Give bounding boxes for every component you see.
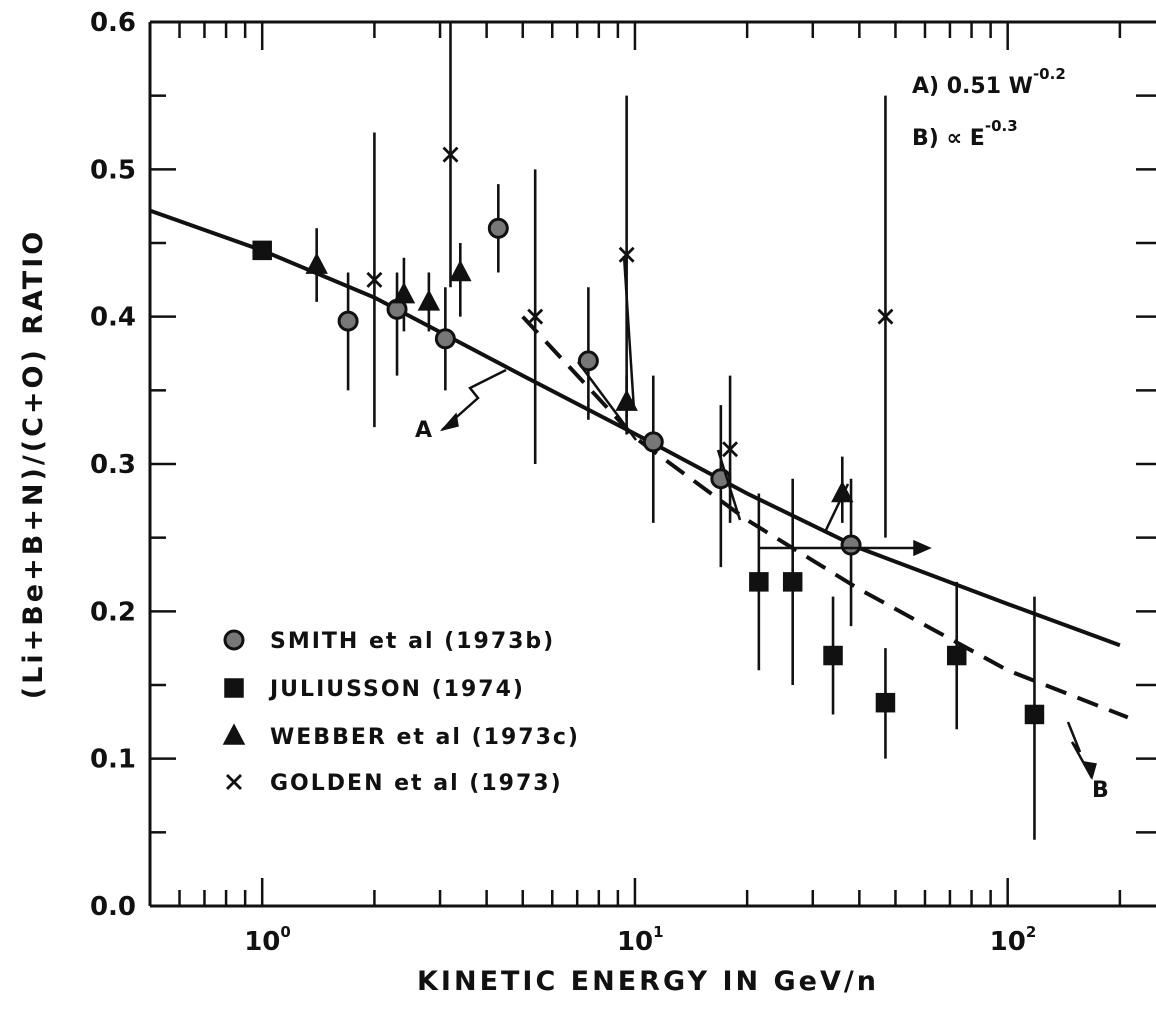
fit-a-exponent: -0.2 [1033,65,1066,83]
point-x [618,246,635,263]
y-tick-label: 0.4 [90,303,136,333]
legend: SMITH et al (1973b) JULIUSSON (1974) WEBBE… [222,629,580,796]
fit-a-curve-label: A [415,418,432,443]
y-tick-label: 0.3 [90,450,136,480]
y-axis-title: (Li+Be+B+N)/(C+O) RATIO [18,229,49,699]
point-square [252,240,272,261]
x-tick-label-base: 10 [617,927,653,957]
smith-extension-arrowhead [913,539,932,557]
smith-connector [576,361,638,441]
legend-symbol-circle [223,629,245,651]
y-tick-label: 0.1 [90,745,136,775]
point-square [1024,704,1045,725]
point-circle [577,350,599,372]
x-tick-label-base: 10 [990,927,1026,957]
point-x-stroke [442,146,459,163]
x-tick-labels: 100 101 102 [244,923,1036,957]
point-circle [434,328,456,350]
x-axis-title: KINETIC ENERGY IN GeV/n [417,966,879,997]
x-tick-label-exponent: 1 [653,923,663,941]
legend-symbol-x-stroke [226,774,242,790]
y-tick-label: 0.6 [90,8,136,38]
point-triangle [615,389,638,411]
point-x [722,441,739,458]
golden-connector-1 [622,255,636,411]
point-circle [337,310,359,332]
point-x-stroke [877,308,894,325]
point-triangle [417,289,441,311]
x-tick-label: 100 [244,923,291,957]
legend-label: JULIUSSON (1974) [268,677,525,702]
point-x-stroke [527,308,544,325]
fit-b-formula: B) ∝ E-0.3 [912,117,1018,151]
fit-b-formula-base: B) ∝ E [912,126,985,151]
x-tick-label-exponent: 2 [1026,923,1036,941]
fit-a-pointer-head [439,412,459,432]
axis-ticks [148,20,1156,908]
fit-curve-b [521,315,1129,720]
point-circle [487,217,509,239]
point-square [749,572,769,592]
fit-b-pointer-head [1082,761,1097,781]
y-tick-label: 0.2 [90,597,136,627]
fit-b-exponent: -0.3 [985,117,1018,135]
point-x [527,308,544,325]
y-tick-label: 0.0 [90,892,136,922]
point-x-stroke [366,271,383,288]
data-markers [252,146,1045,725]
point-triangle [392,281,416,304]
x-tick-label: 102 [990,923,1037,957]
y-tick-label: 0.5 [90,155,136,185]
webber-connector [824,483,850,531]
fit-curve-a [149,208,1121,648]
x-tick-label: 101 [617,923,664,957]
legend-symbol-x [226,774,242,790]
point-triangle [831,480,854,503]
fit-a-formula-base: A) 0.51 W [912,74,1033,99]
point-x [366,271,383,288]
legend-symbol-square [224,678,244,698]
point-x [877,308,894,325]
point-square [875,692,896,713]
point-x-stroke [722,441,739,458]
point-square [823,645,843,666]
point-triangle [305,252,328,274]
legend-label: WEBBER et al (1973c) [270,725,580,750]
x-tick-label-base: 10 [244,927,280,957]
fit-a-pointer [441,368,507,431]
point-square [946,645,967,666]
point-x-stroke [618,246,635,263]
y-tick-labels: 0.0 0.1 0.2 0.3 0.4 0.5 0.6 [90,8,136,922]
legend-label: SMITH et al (1973b) [270,629,555,654]
fit-a-formula: A) 0.51 W-0.2 [912,65,1066,99]
legend-symbol-triangle [222,723,246,745]
point-circle [840,534,862,556]
golden-connector-2 [716,449,742,521]
fit-b-curve-label: B [1092,778,1109,803]
point-x [442,146,459,163]
point-triangle [449,259,472,282]
legend-label: GOLDEN et al (1973) [270,771,563,796]
fit-b-pointer [1066,721,1094,779]
x-tick-label-exponent: 0 [280,923,290,941]
point-circle [642,431,664,453]
point-square [782,572,803,592]
